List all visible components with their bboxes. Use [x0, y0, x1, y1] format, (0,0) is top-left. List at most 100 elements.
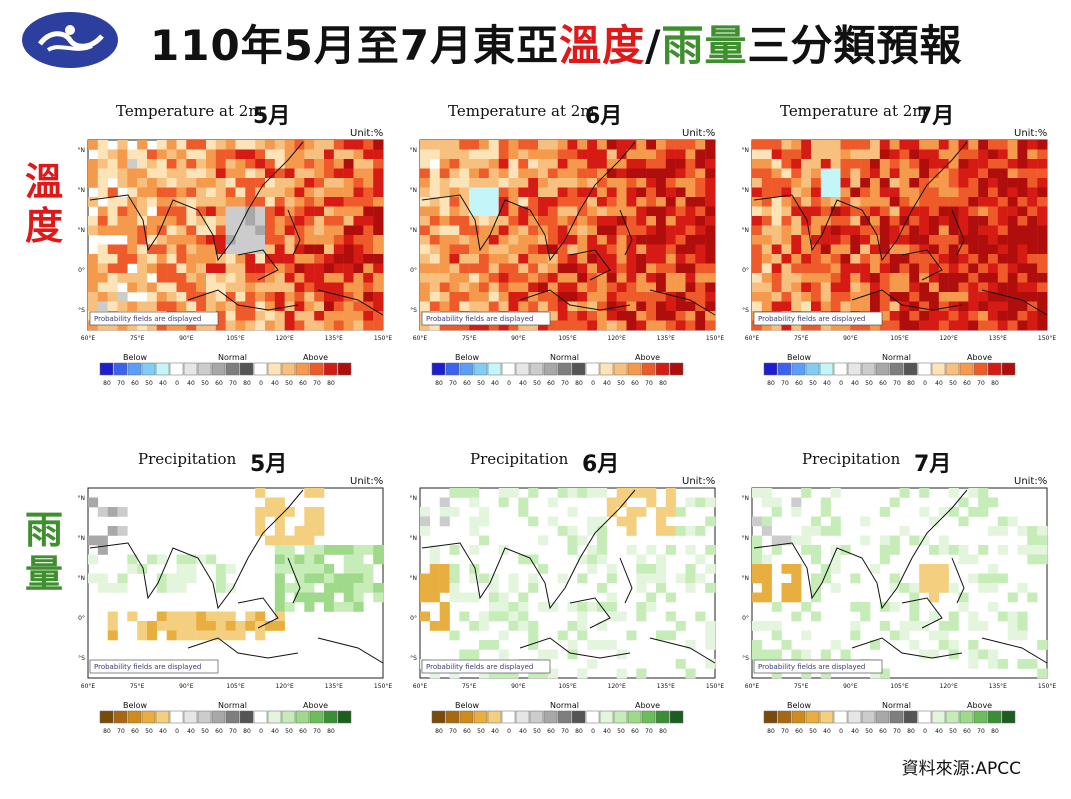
- map-cell: [420, 292, 431, 302]
- map-cell: [606, 282, 617, 293]
- map-cell: [324, 235, 335, 245]
- map-cell: [761, 216, 772, 226]
- map-cell: [997, 545, 1008, 555]
- map-cell: [636, 168, 647, 179]
- map-cell: [225, 235, 236, 245]
- map-cell: [860, 168, 871, 179]
- map-cell: [439, 206, 450, 217]
- map-cell: [284, 554, 295, 565]
- map-cell: [88, 225, 99, 236]
- legend-tick: 70: [781, 380, 789, 386]
- map-cell: [646, 592, 657, 603]
- map-cell: [538, 564, 549, 574]
- map-cell: [616, 244, 627, 255]
- map-cell: [899, 149, 910, 160]
- map-cell: [314, 159, 325, 169]
- map-cell: [488, 254, 499, 264]
- map-cell: [811, 583, 822, 593]
- map-cell: [196, 187, 207, 198]
- map-cell: [616, 225, 627, 236]
- lon-label: 75°E: [130, 683, 145, 690]
- map-cell: [333, 149, 344, 160]
- map-cell: [695, 244, 706, 255]
- map-cell: [245, 244, 256, 255]
- map-cell: [840, 178, 851, 188]
- map-cell: [811, 140, 822, 150]
- legend-tick: 50: [201, 728, 209, 734]
- map-cell: [1007, 216, 1018, 226]
- map-cell: [899, 292, 910, 302]
- map-cell: [127, 282, 138, 293]
- row-label-precipitation-text: 雨量: [24, 508, 63, 596]
- legend-tick: 40: [271, 728, 279, 734]
- map-cell: [538, 254, 549, 264]
- map-cell: [429, 197, 440, 207]
- map-cell: [314, 216, 325, 226]
- map-cell: [577, 320, 588, 331]
- map-cell: [547, 206, 558, 217]
- map-cell: [439, 216, 450, 226]
- map-cell: [137, 168, 148, 179]
- map-cell: [919, 273, 930, 283]
- map-cell: [166, 216, 177, 226]
- map-cell: [646, 206, 657, 217]
- map-cell: [752, 178, 763, 188]
- map-cell: [1007, 292, 1018, 302]
- map-cell: [156, 263, 167, 274]
- lon-label: 60°E: [81, 335, 96, 342]
- map-cell: [304, 244, 315, 255]
- legend-tick: 70: [449, 728, 457, 734]
- map-cell: [636, 311, 647, 321]
- map-cell: [479, 282, 490, 293]
- map-cell: [107, 187, 118, 198]
- map-cell: [616, 292, 627, 302]
- map-cell: [685, 149, 696, 160]
- map-cell: [1007, 592, 1018, 603]
- map-cell: [324, 282, 335, 293]
- map-cell: [879, 668, 890, 679]
- map-cell: [675, 659, 686, 669]
- map-cell: [498, 273, 509, 283]
- map-cell: [265, 621, 276, 631]
- map-cell: [420, 149, 431, 160]
- map-cell: [860, 301, 871, 312]
- map-cell: [675, 292, 686, 302]
- map-cell: [343, 263, 354, 274]
- map-cell: [284, 197, 295, 207]
- map-cell: [294, 573, 305, 584]
- map-cell: [479, 535, 490, 546]
- map-cell: [626, 488, 637, 498]
- map-cell: [235, 168, 246, 179]
- map-cell: [265, 178, 276, 188]
- map-cell: [353, 573, 364, 584]
- map-cell: [147, 216, 158, 226]
- map-cell: [557, 244, 568, 255]
- lat-label: 30°N: [410, 495, 417, 502]
- map-cell: [665, 187, 676, 198]
- map-cell: [117, 301, 128, 312]
- map-cell: [255, 320, 266, 331]
- legend-swatch: [431, 710, 446, 724]
- map-cell: [117, 507, 128, 517]
- map-cell: [791, 292, 802, 302]
- map-cell: [919, 573, 930, 584]
- map-cell: [879, 554, 890, 565]
- map-cell: [156, 197, 167, 207]
- legend-swatch: [959, 362, 974, 376]
- map-cell: [255, 178, 266, 188]
- map-cell: [284, 187, 295, 198]
- map-cell: [1037, 263, 1048, 274]
- map-cell: [488, 263, 499, 274]
- map-cell: [304, 168, 315, 179]
- map-cell: [314, 282, 325, 293]
- map-cell: [958, 216, 969, 226]
- map-cell: [948, 488, 959, 498]
- map-cell: [597, 244, 608, 255]
- map-cell: [117, 225, 128, 236]
- lon-label: 60°E: [745, 683, 760, 690]
- map-cell: [997, 140, 1008, 150]
- map-cell: [508, 320, 519, 331]
- lon-label: 105°E: [226, 683, 244, 690]
- map-cell: [508, 668, 519, 679]
- legend-tick: 0: [591, 380, 595, 386]
